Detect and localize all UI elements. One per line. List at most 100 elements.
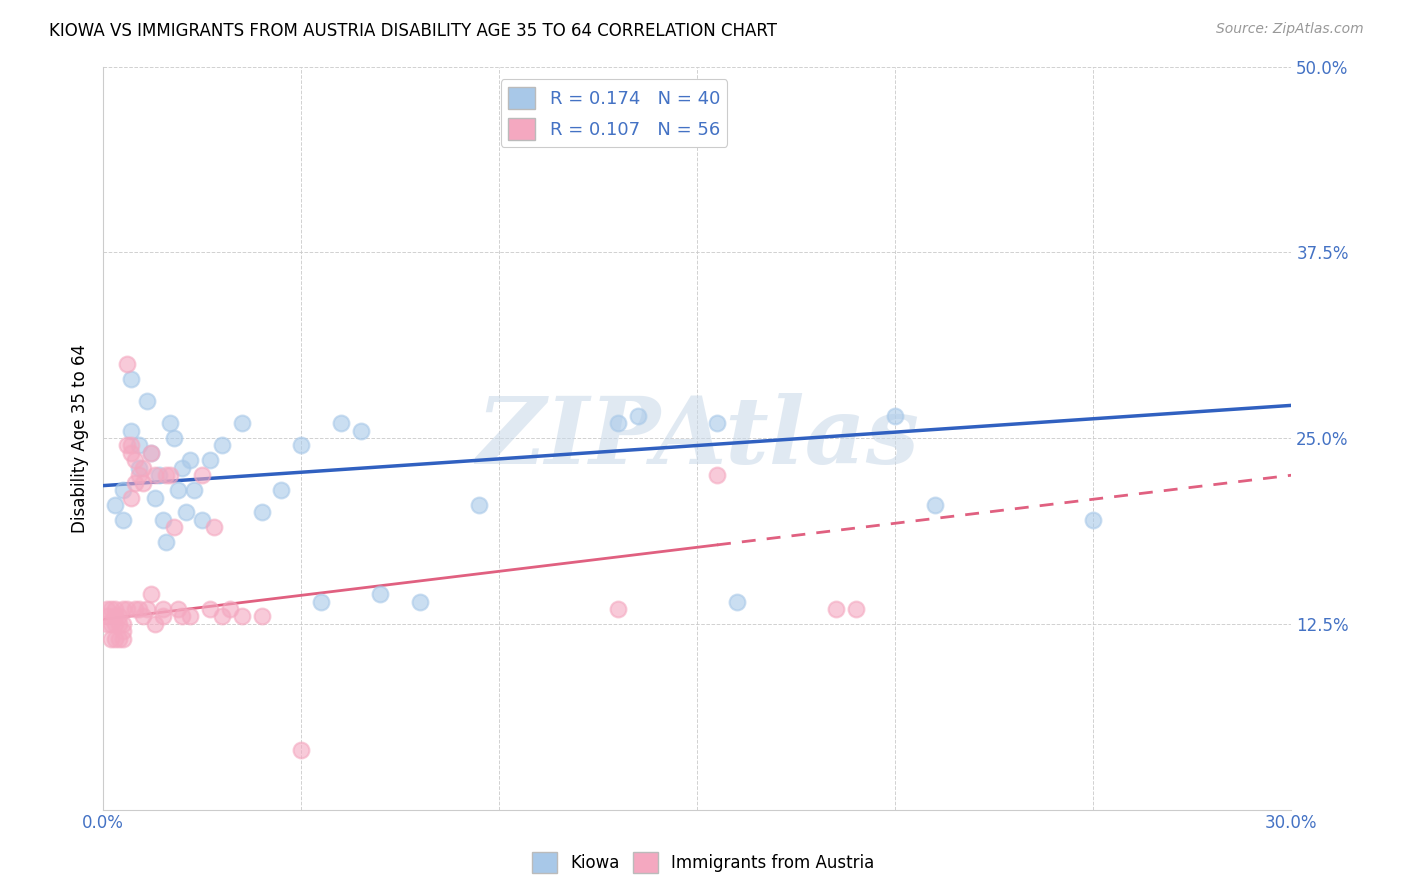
Point xyxy=(191,468,214,483)
Point xyxy=(290,743,312,757)
Point xyxy=(176,505,198,519)
Point xyxy=(128,438,150,452)
Point xyxy=(115,357,138,371)
Point xyxy=(100,616,122,631)
Point xyxy=(120,491,142,505)
Point xyxy=(120,371,142,385)
Point xyxy=(155,468,177,483)
Point xyxy=(115,438,138,452)
Point xyxy=(96,616,118,631)
Point xyxy=(824,602,846,616)
Point xyxy=(218,602,240,616)
Point xyxy=(96,602,118,616)
Point xyxy=(104,632,127,646)
Point xyxy=(96,609,118,624)
Point xyxy=(104,498,127,512)
Point xyxy=(152,609,174,624)
Point xyxy=(124,602,146,616)
Point xyxy=(179,453,201,467)
Point xyxy=(152,602,174,616)
Point xyxy=(111,632,134,646)
Legend: Kiowa, Immigrants from Austria: Kiowa, Immigrants from Austria xyxy=(524,846,882,880)
Point xyxy=(100,602,122,616)
Text: ZIPAtlas: ZIPAtlas xyxy=(475,393,918,483)
Point xyxy=(128,602,150,616)
Point xyxy=(128,468,150,483)
Point xyxy=(370,587,392,601)
Point xyxy=(706,468,728,483)
Point xyxy=(143,491,166,505)
Point xyxy=(270,483,292,497)
Point xyxy=(607,416,630,430)
Point xyxy=(120,424,142,438)
Point xyxy=(290,438,312,452)
Point xyxy=(108,609,131,624)
Point xyxy=(143,468,166,483)
Point xyxy=(135,602,157,616)
Point xyxy=(143,616,166,631)
Point xyxy=(329,416,352,430)
Point xyxy=(120,438,142,452)
Y-axis label: Disability Age 35 to 64: Disability Age 35 to 64 xyxy=(72,343,89,533)
Point xyxy=(155,535,177,549)
Point xyxy=(468,498,491,512)
Point xyxy=(104,602,127,616)
Point xyxy=(108,632,131,646)
Point xyxy=(139,446,162,460)
Point xyxy=(706,416,728,430)
Point xyxy=(231,416,253,430)
Point xyxy=(111,616,134,631)
Point xyxy=(250,505,273,519)
Point xyxy=(120,446,142,460)
Point xyxy=(124,453,146,467)
Point xyxy=(139,446,162,460)
Point xyxy=(231,609,253,624)
Point xyxy=(111,624,134,639)
Point xyxy=(845,602,868,616)
Point xyxy=(115,602,138,616)
Point xyxy=(607,602,630,616)
Point xyxy=(198,453,221,467)
Point xyxy=(163,520,186,534)
Point xyxy=(163,431,186,445)
Point xyxy=(191,513,214,527)
Legend: R = 0.174   N = 40, R = 0.107   N = 56: R = 0.174 N = 40, R = 0.107 N = 56 xyxy=(501,79,727,147)
Point xyxy=(148,468,170,483)
Point xyxy=(202,520,225,534)
Point xyxy=(132,460,155,475)
Point xyxy=(309,594,332,608)
Point xyxy=(179,609,201,624)
Point xyxy=(725,594,748,608)
Point xyxy=(104,609,127,624)
Point xyxy=(183,483,205,497)
Point xyxy=(409,594,432,608)
Point xyxy=(167,483,190,497)
Point xyxy=(111,602,134,616)
Point xyxy=(167,602,190,616)
Point xyxy=(108,616,131,631)
Point xyxy=(211,609,233,624)
Point xyxy=(198,602,221,616)
Point xyxy=(139,587,162,601)
Point xyxy=(132,475,155,490)
Point xyxy=(159,468,181,483)
Point xyxy=(111,513,134,527)
Point xyxy=(104,616,127,631)
Point xyxy=(128,460,150,475)
Point xyxy=(627,409,650,423)
Point xyxy=(124,475,146,490)
Point xyxy=(135,393,157,408)
Point xyxy=(172,609,194,624)
Point xyxy=(924,498,946,512)
Point xyxy=(172,460,194,475)
Point xyxy=(349,424,371,438)
Point xyxy=(884,409,907,423)
Point xyxy=(100,632,122,646)
Text: Source: ZipAtlas.com: Source: ZipAtlas.com xyxy=(1216,22,1364,37)
Point xyxy=(132,609,155,624)
Point xyxy=(152,513,174,527)
Point xyxy=(111,483,134,497)
Text: KIOWA VS IMMIGRANTS FROM AUSTRIA DISABILITY AGE 35 TO 64 CORRELATION CHART: KIOWA VS IMMIGRANTS FROM AUSTRIA DISABIL… xyxy=(49,22,778,40)
Point xyxy=(159,416,181,430)
Point xyxy=(1083,513,1105,527)
